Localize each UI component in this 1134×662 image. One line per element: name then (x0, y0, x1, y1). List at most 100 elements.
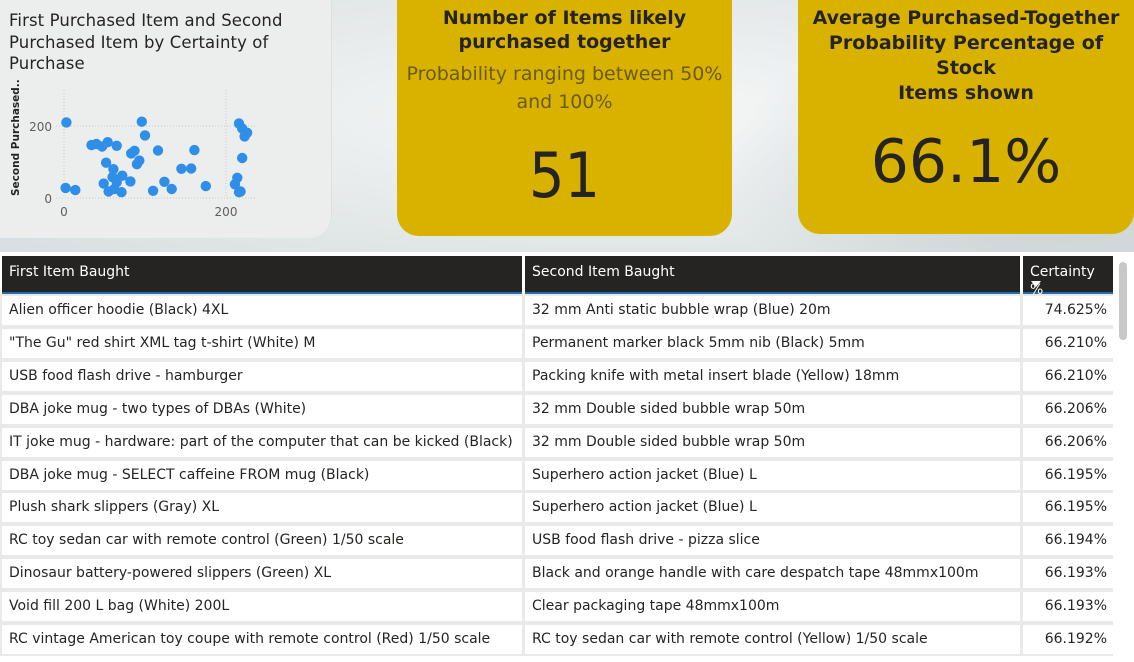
kpi-title-line: Number of Items likely (442, 7, 687, 29)
cell-first-item: Alien officer hoodie (Black) 4XL (2, 296, 522, 325)
items-table[interactable]: First Item Baught Second Item Baught Cer… (0, 252, 1134, 662)
cell-second-item: 32 mm Double sided bubble wrap 50m (525, 394, 1020, 424)
table-row[interactable]: Alien officer hoodie (Black) 4XL 32 mm An… (0, 294, 1113, 327)
cell-second-item: Permanent marker black 5mm nib (Black) 5… (525, 328, 1020, 358)
cell-first-item: USB food flash drive - hamburger (2, 361, 522, 391)
scatter-point[interactable] (166, 183, 177, 195)
cell-first-item: DBA joke mug - SELECT caffeine FROM mug … (2, 460, 522, 490)
cell-certainty: 66.210% (1023, 328, 1113, 358)
cell-second-item: Packing knife with metal insert blade (Y… (525, 361, 1020, 391)
scatter-point[interactable] (61, 117, 72, 128)
table-row[interactable]: "The Gu" red shirt XML tag t-shirt (Whit… (0, 326, 1113, 360)
table-row[interactable]: RC toy sedan car with remote control (Gr… (0, 524, 1113, 558)
table-row[interactable]: DBA joke mug - SELECT caffeine FROM mug … (0, 458, 1113, 492)
kpi-subtitle-line: Probability ranging between 50% (406, 63, 723, 85)
cell-certainty: 66.194% (1023, 526, 1113, 556)
cell-certainty: 66.195% (1023, 460, 1113, 490)
kpi-title-line: Probability Percentage of Stock (828, 32, 1104, 79)
kpi-card-average-probability[interactable]: Average Purchased-Together Probability P… (798, 0, 1134, 234)
scatter-point[interactable] (186, 163, 197, 174)
scatter-point[interactable] (241, 127, 253, 138)
scatter-point[interactable] (136, 116, 147, 127)
scatter-point[interactable] (159, 176, 170, 187)
cell-first-item: RC toy sedan car with remote control (Gr… (2, 526, 522, 556)
table-row[interactable]: DBA joke mug - two types of DBAs (White)… (0, 392, 1113, 426)
scatter-point[interactable] (152, 145, 164, 156)
cell-second-item: USB food flash drive - pizza slice (525, 526, 1020, 556)
kpi-title: Number of Items likely purchased togethe… (397, 0, 732, 54)
scatter-chart-card[interactable]: First Purchased Item and Second Purchase… (0, 0, 332, 238)
kpi-title-line: Average Purchased-Together (812, 7, 1120, 29)
kpi-card-items-purchased-together[interactable]: Number of Items likely purchased togethe… (397, 0, 732, 236)
table-row[interactable]: Void fill 200 L bag (White) 200L Clear pa… (0, 590, 1113, 624)
table-row[interactable]: Dinosaur battery-powered slippers (Green… (0, 557, 1113, 591)
kpi-value: 51 (529, 139, 600, 212)
scatter-point[interactable] (111, 140, 122, 151)
cell-second-item: Superhero action jacket (Blue) L (525, 493, 1020, 523)
y-axis-label: Second Purchased... (10, 80, 22, 196)
scatter-point[interactable] (134, 155, 145, 166)
kpi-title-line: purchased together (458, 31, 671, 53)
cell-certainty: 66.206% (1023, 394, 1113, 424)
kpi-subtitle: Probability ranging between 50% and 100% (397, 60, 732, 116)
table-row[interactable]: Plush shark slippers (Gray) XL Superhero … (0, 491, 1113, 525)
kpi-value: 66.1% (870, 127, 1062, 197)
kpi-title-line: Items shown (898, 82, 1034, 104)
y-tick-label: 200 (29, 120, 52, 134)
cell-first-item: "The Gu" red shirt XML tag t-shirt (Whit… (2, 328, 522, 358)
cell-second-item: Black and orange handle with care despat… (525, 559, 1020, 589)
x-tick-label: 0 (60, 205, 68, 219)
kpi-title: Average Purchased-Together Probability P… (798, 0, 1134, 106)
cell-first-item: Plush shark slippers (Gray) XL (2, 493, 522, 523)
kpi-subtitle-line: and 100% (516, 91, 613, 113)
scatter-point[interactable] (200, 180, 211, 192)
scatter-point[interactable] (102, 137, 113, 148)
table-row[interactable]: IT joke mug - hardware: part of the comp… (0, 425, 1113, 459)
cell-second-item: 32 mm Double sided bubble wrap 50m (525, 427, 1020, 457)
table-scrollbar[interactable] (1119, 262, 1127, 340)
scatter-point[interactable] (232, 172, 243, 183)
table-row[interactable]: RC vintage American toy coupe with remot… (0, 623, 1113, 656)
scatter-point[interactable] (117, 170, 128, 181)
scatter-point[interactable] (235, 186, 246, 197)
cell-second-item: Superhero action jacket (Blue) L (525, 460, 1020, 490)
cell-first-item: Void fill 200 L bag (White) 200L (2, 592, 522, 622)
cell-second-item: 32 mm Anti static bubble wrap (Blue) 20m (525, 296, 1020, 325)
cell-first-item: Dinosaur battery-powered slippers (Green… (2, 559, 522, 589)
scatter-point[interactable] (116, 187, 127, 198)
scatter-chart[interactable]: Second Purchased... 200 0 0 200 (0, 80, 332, 220)
scatter-point[interactable] (125, 176, 136, 187)
scatter-point[interactable] (98, 178, 109, 189)
cell-first-item: RC vintage American toy coupe with remot… (2, 625, 522, 654)
cell-first-item: IT joke mug - hardware: part of the comp… (2, 427, 522, 457)
y-tick-label: 0 (44, 192, 52, 206)
scatter-point[interactable] (70, 184, 81, 196)
scatter-point[interactable] (60, 182, 71, 194)
scatter-point[interactable] (189, 144, 200, 156)
cell-first-item: DBA joke mug - two types of DBAs (White) (2, 394, 522, 424)
cell-certainty: 66.210% (1023, 361, 1113, 391)
scatter-point[interactable] (108, 164, 119, 175)
scatter-point[interactable] (129, 145, 140, 156)
table-header: First Item Baught Second Item Baught Cer… (0, 256, 1113, 298)
column-header-second-item[interactable]: Second Item Baught (525, 256, 1020, 294)
scatter-point[interactable] (139, 130, 151, 141)
cell-certainty: 66.193% (1023, 559, 1113, 589)
sort-descending-icon[interactable] (1031, 281, 1041, 287)
x-tick-label: 200 (215, 205, 238, 219)
cell-certainty: 66.206% (1023, 427, 1113, 457)
cell-second-item: RC toy sedan car with remote control (Ye… (525, 625, 1020, 654)
column-header-certainty[interactable]: Certainty % (1023, 256, 1113, 298)
cell-second-item: Clear packaging tape 48mmx100m (525, 592, 1020, 622)
cell-certainty: 66.192% (1023, 625, 1113, 654)
cell-certainty: 66.195% (1023, 493, 1113, 523)
column-header-first-item[interactable]: First Item Baught (2, 256, 522, 294)
scatter-chart-title: First Purchased Item and Second Purchase… (9, 11, 283, 73)
cell-certainty: 74.625% (1023, 296, 1113, 325)
scatter-point[interactable] (176, 163, 187, 174)
scatter-point[interactable] (100, 157, 112, 168)
cell-certainty: 66.193% (1023, 592, 1113, 622)
scatter-point[interactable] (237, 152, 248, 164)
table-row[interactable]: USB food flash drive - hamburger Packing … (0, 359, 1113, 393)
scatter-point[interactable] (147, 185, 159, 196)
